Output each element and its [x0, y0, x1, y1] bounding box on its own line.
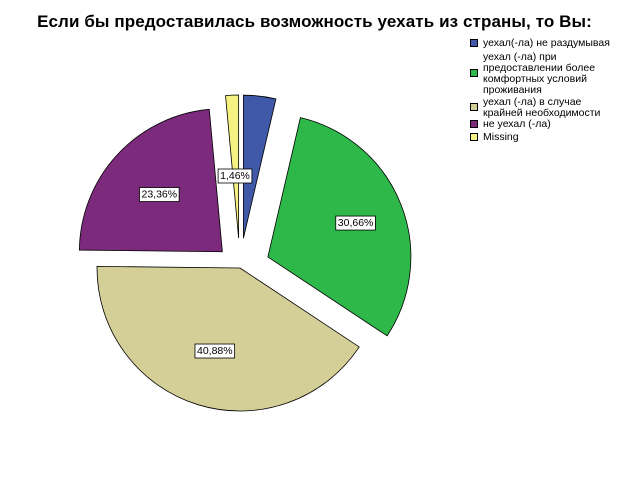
data-label-box	[194, 343, 236, 359]
data-label-box	[139, 187, 180, 202]
legend-swatch	[470, 39, 478, 47]
data-label: 40,88%	[194, 343, 236, 359]
legend-swatch	[470, 69, 478, 77]
legend-label: Missing	[483, 131, 519, 143]
data-label-text: 23,36%	[141, 189, 177, 201]
legend-item: уехал (-ла) в случае крайней необходимос…	[470, 97, 623, 119]
legend-label: уехал (-ла) в случае крайней необходимос…	[483, 96, 601, 119]
legend-item: Missing	[470, 132, 629, 145]
data-label: 1,46%	[217, 168, 253, 184]
chart-title: Если бы предоставилась возможность уехат…	[37, 12, 592, 31]
pie-slice	[243, 94, 277, 239]
legend-item: не уехал (-ла)	[470, 119, 629, 132]
pie-slice	[78, 108, 223, 253]
legend-label: не уехал (-ла)	[483, 118, 551, 130]
data-label-text: 30,66%	[338, 217, 374, 229]
data-label-box	[217, 168, 253, 184]
legend: уехал(-ла) не раздумывая уехал (-ла) при…	[470, 38, 629, 145]
pie-slice	[225, 94, 240, 239]
legend-swatch	[470, 133, 478, 141]
data-label-box	[335, 215, 376, 231]
legend-label: уехал(-ла) не раздумывая	[483, 37, 610, 49]
legend-item: уехал(-ла) не раздумывая	[470, 38, 629, 52]
legend-swatch	[470, 103, 478, 111]
data-label: 30,66%	[335, 215, 376, 231]
legend-item: уехал (-ла) при предоставлении более ком…	[470, 52, 623, 97]
legend-label: уехал (-ла) при предоставлении более ком…	[483, 51, 596, 96]
legend-swatch	[470, 120, 478, 128]
data-label: 23,36%	[139, 187, 180, 202]
data-label-text: 1,46%	[220, 170, 250, 182]
data-label-text: 40,88%	[197, 345, 233, 357]
pie-slice	[96, 265, 360, 412]
